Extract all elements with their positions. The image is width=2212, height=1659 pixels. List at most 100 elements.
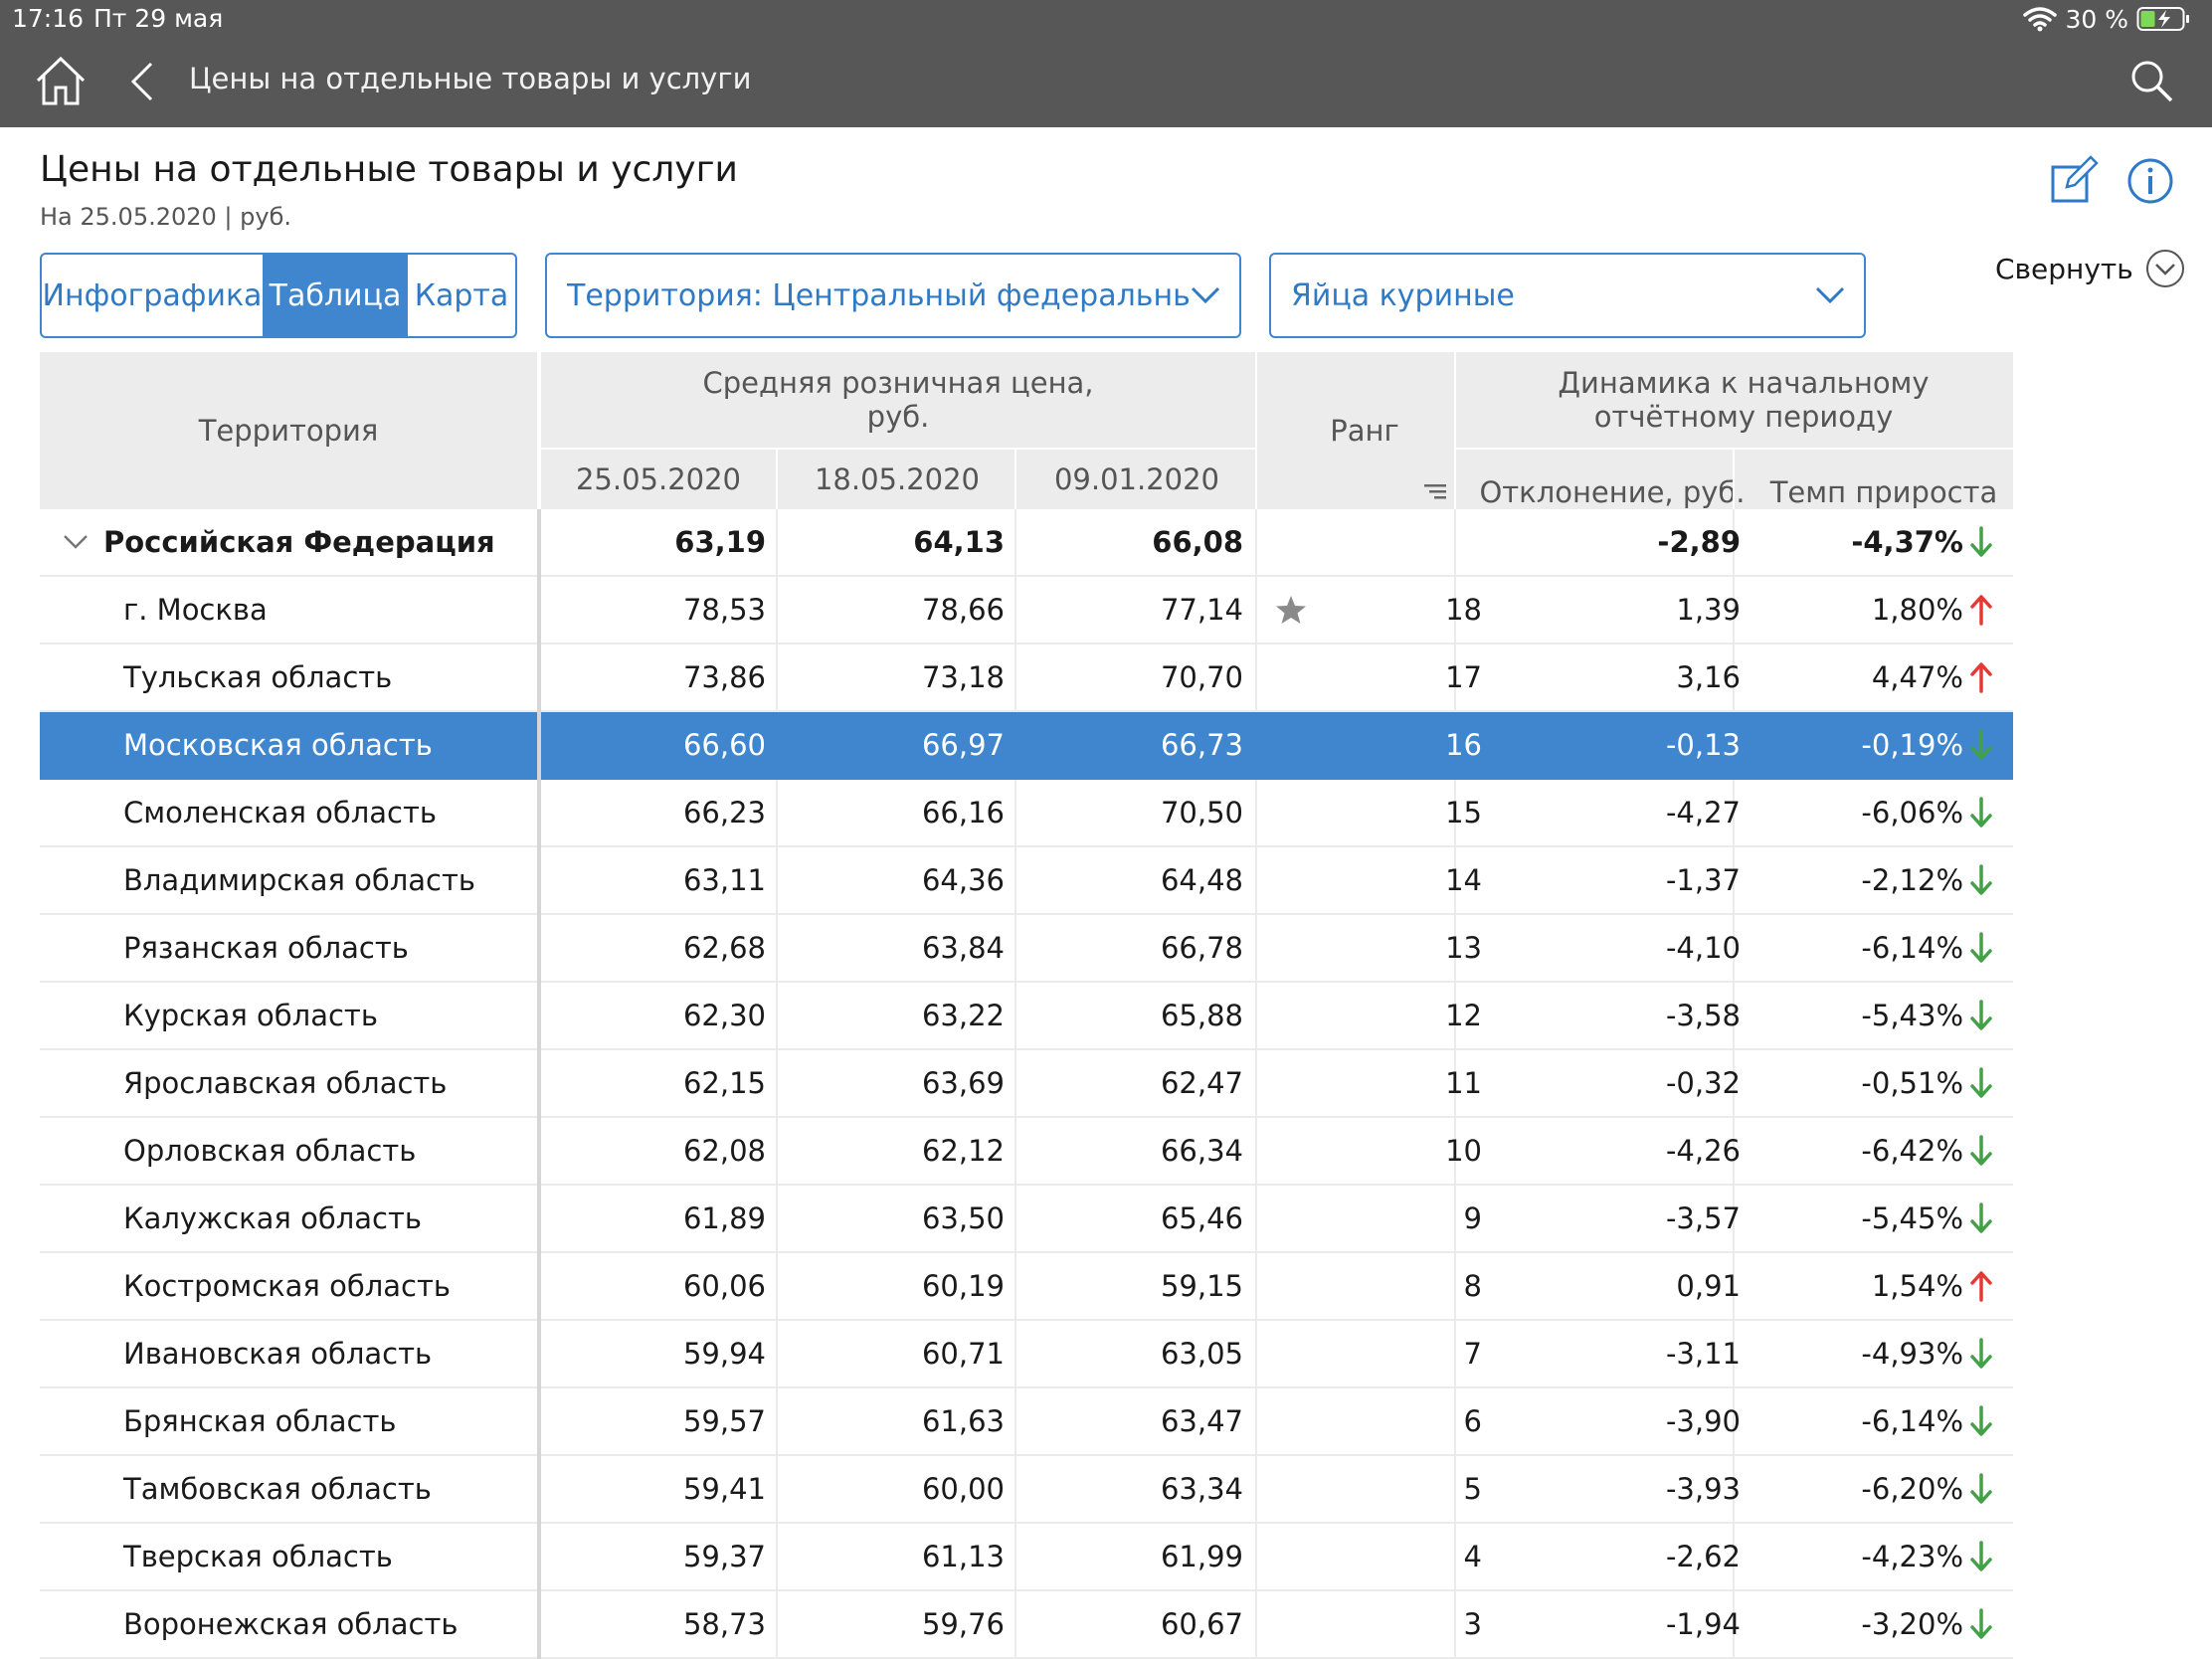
deviation-cell: 0,91	[1474, 1253, 1741, 1319]
growth-cell: 4,47%	[1754, 645, 1993, 710]
home-icon[interactable]	[34, 54, 88, 107]
edit-icon[interactable]	[2049, 155, 2099, 205]
table-row[interactable]: Воронежская область 58,73 59,76 60,67 3 -1,94…	[40, 1591, 2013, 1659]
table-row[interactable]: Тверская область 59,37 61,13 61,99 4 -2,62 -4,…	[40, 1524, 2013, 1591]
price-cell-2: 64,13	[780, 509, 1005, 575]
header-date-2[interactable]: 18.05.2020	[814, 462, 981, 496]
price-cell-3: 77,14	[1018, 577, 1243, 643]
growth-cell: -4,23%	[1754, 1524, 1993, 1589]
header-territory[interactable]: Территория	[198, 414, 379, 448]
price-cell-2-text: 63,22	[921, 999, 1005, 1032]
column-divider	[1014, 577, 1016, 645]
price-cell-3-text: 59,15	[1160, 1269, 1243, 1303]
tab-map[interactable]: Карта	[414, 277, 509, 313]
territory-cell: Калужская область	[40, 1186, 537, 1251]
header-deviation[interactable]: Отклонение, руб.	[1479, 475, 1746, 509]
column-divider	[1255, 847, 1257, 915]
price-cell-1: 62,30	[541, 983, 766, 1048]
price-cell-2: 63,22	[780, 983, 1005, 1048]
price-cell-1-text: 62,15	[682, 1066, 766, 1100]
price-cell-1: 63,19	[541, 509, 766, 575]
tab-infographic[interactable]: Инфографика	[42, 277, 263, 313]
table-row[interactable]: Брянская область 59,57 61,63 63,47 6 -3,90 -6,…	[40, 1388, 2013, 1456]
search-icon[interactable]	[2128, 58, 2174, 103]
header-divider	[537, 352, 541, 509]
chevron-down-icon[interactable]	[62, 533, 90, 551]
growth-cell: -0,51%	[1754, 1050, 1993, 1116]
price-cell-3: 65,46	[1018, 1186, 1243, 1251]
price-cell-2: 63,50	[780, 1186, 1005, 1251]
status-date: Пт 29 мая	[93, 4, 224, 33]
column-divider	[1255, 577, 1257, 645]
table-row[interactable]: Ярославская область 62,15 63,69 62,47 11 -0,3…	[40, 1050, 2013, 1118]
growth-cell: 1,80%	[1754, 577, 1993, 643]
territory-select[interactable]: Территория: Центральный федеральный ок	[545, 253, 1241, 338]
tab-table[interactable]: Таблица	[263, 255, 408, 336]
column-divider	[776, 847, 778, 915]
sort-icon[interactable]	[1424, 483, 1446, 499]
territory-cell: Тверская область	[40, 1524, 537, 1589]
price-cell-1-text: 66,60	[682, 728, 766, 762]
header-rank[interactable]: Ранг	[1330, 414, 1399, 448]
column-divider	[1014, 1186, 1016, 1253]
collapse-toggle[interactable]: Свернуть	[1995, 249, 2185, 288]
price-cell-2: 61,63	[780, 1388, 1005, 1454]
table-row[interactable]: Курская область 62,30 63,22 65,88 12 -3,58 -5,…	[40, 983, 2013, 1050]
table-row[interactable]: Ивановская область 59,94 60,71 63,05 7 -3,11 -…	[40, 1321, 2013, 1388]
column-divider	[1454, 1186, 1456, 1253]
header-date-3[interactable]: 09.01.2020	[1053, 462, 1220, 496]
price-cell-3: 70,70	[1018, 645, 1243, 710]
price-cell-3: 62,47	[1018, 1050, 1243, 1116]
column-divider	[1255, 780, 1257, 847]
territory-cell-text: Владимирская область	[123, 863, 475, 897]
column-divider	[1454, 1591, 1456, 1659]
frozen-column-divider	[537, 1388, 541, 1456]
frozen-column-divider	[537, 712, 541, 780]
territory-cell-text: г. Москва	[123, 593, 268, 627]
table-row[interactable]: Рязанская область 62,68 63,84 66,78 13 -4,10 -…	[40, 915, 2013, 983]
rank-cell: 6	[1259, 1388, 1482, 1454]
table-row[interactable]: Тульская область 73,86 73,18 70,70 17 3,16 4,4…	[40, 645, 2013, 712]
growth-cell: -4,93%	[1754, 1321, 1993, 1386]
table-row[interactable]: Калужская область 61,89 63,50 65,46 9 -3,57 -5…	[40, 1186, 2013, 1253]
table-row[interactable]: Смоленская область 66,23 66,16 70,50 15 -4,27…	[40, 780, 2013, 847]
table-row[interactable]: Тамбовская область 59,41 60,00 63,34 5 -3,93 -…	[40, 1456, 2013, 1524]
price-cell-1: 62,08	[541, 1118, 766, 1184]
table-row[interactable]: Владимирская область 63,11 64,36 64,48 14 -1,…	[40, 847, 2013, 915]
header-dynamics-label: Динамика к начальному отчётному периоду	[1558, 366, 1930, 434]
growth-cell: -5,45%	[1754, 1186, 1993, 1251]
price-cell-1-text: 59,41	[682, 1472, 766, 1506]
column-divider	[1014, 1321, 1016, 1388]
territory-cell: Российская Федерация	[40, 509, 537, 575]
column-divider	[1255, 509, 1257, 577]
rank-cell: 15	[1259, 780, 1482, 845]
chevron-circle-down-icon	[2145, 250, 2184, 287]
column-divider	[776, 645, 778, 712]
table-row[interactable]: Орловская область 62,08 62,12 66,34 10 -4,26 -…	[40, 1118, 2013, 1186]
table-row[interactable]: Костромская область 60,06 60,19 59,15 8 0,91 1…	[40, 1253, 2013, 1321]
header-avg-price: Средняя розничная цена, руб.	[541, 352, 1255, 448]
growth-cell-text: -6,14%	[1861, 931, 1963, 965]
info-icon[interactable]	[2126, 157, 2174, 205]
header-date-1[interactable]: 25.05.2020	[575, 462, 742, 496]
arrow-down-icon	[1970, 932, 1992, 963]
price-cell-3-text: 63,34	[1160, 1472, 1243, 1506]
deviation-cell: 3,16	[1474, 645, 1741, 710]
column-divider	[1014, 645, 1016, 712]
star-icon[interactable]	[1275, 595, 1307, 625]
table-row[interactable]: Московская область 66,60 66,97 66,73 16 -0,13…	[40, 712, 2013, 780]
price-cell-2-text: 64,13	[913, 525, 1005, 559]
collapse-label: Свернуть	[1995, 252, 2133, 285]
column-divider	[1733, 1186, 1735, 1253]
back-chevron-icon[interactable]	[127, 60, 155, 103]
table-row[interactable]: г. Москва 78,53 78,66 77,14 18 1,39 1,80%	[40, 577, 2013, 645]
header-growth[interactable]: Темп прироста	[1769, 475, 1998, 509]
battery-icon	[2136, 7, 2189, 31]
column-divider	[1255, 1524, 1257, 1591]
territory-cell: Брянская область	[40, 1388, 537, 1454]
column-divider	[1014, 1388, 1016, 1456]
table-row[interactable]: Российская Федерация 63,19 64,13 66,08 -2,89…	[40, 509, 2013, 577]
product-select[interactable]: Яйца куриные	[1269, 253, 1866, 338]
arrow-down-icon	[1970, 1608, 1992, 1639]
rank-cell: 16	[1259, 712, 1482, 778]
